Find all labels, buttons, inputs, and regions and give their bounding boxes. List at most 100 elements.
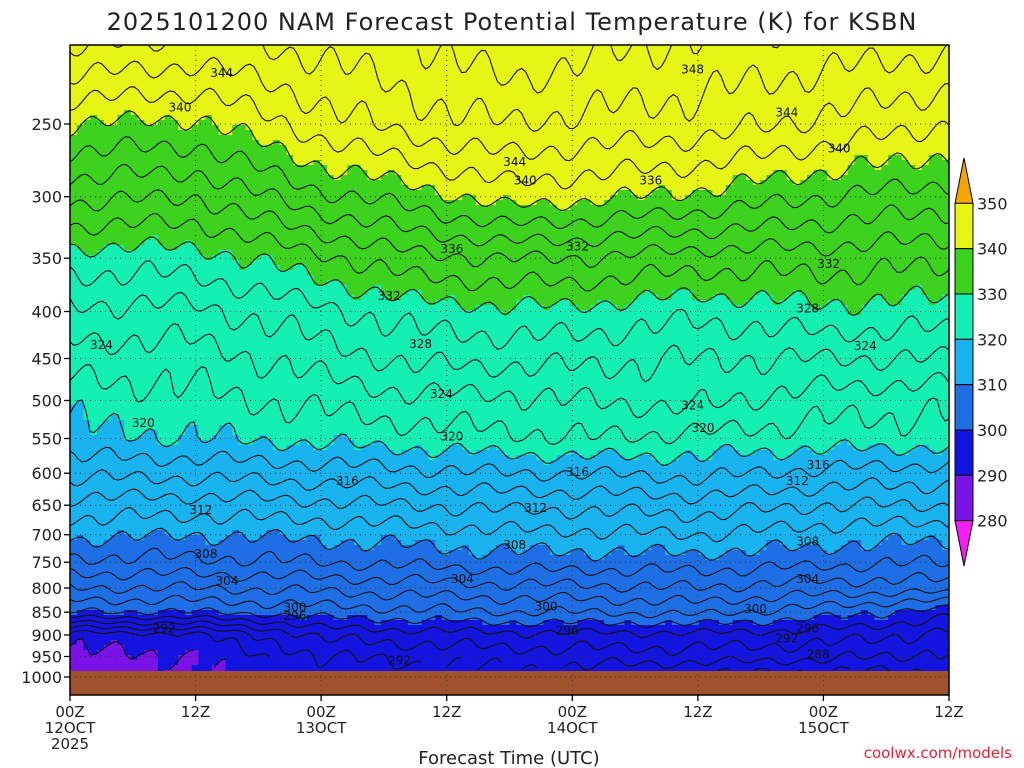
field-cell <box>590 185 598 191</box>
field-cell <box>746 190 754 196</box>
field-cell <box>279 180 287 186</box>
field-cell <box>867 145 876 151</box>
field-cell <box>779 185 788 191</box>
field-cell <box>867 205 876 211</box>
field-cell <box>326 55 335 61</box>
field-cell <box>435 120 443 126</box>
field-cell <box>448 140 457 146</box>
field-cell <box>313 70 321 76</box>
field-cell <box>313 115 321 121</box>
field-cell <box>705 100 713 106</box>
field-cell <box>834 55 842 61</box>
field-cell <box>320 135 328 141</box>
field-cell <box>894 205 903 211</box>
field-cell <box>151 230 159 236</box>
field-cell <box>712 65 720 71</box>
field-cell <box>942 65 949 71</box>
field-cell <box>651 70 659 76</box>
field-cell <box>306 85 315 91</box>
field-cell <box>387 230 396 236</box>
field-cell <box>191 65 200 71</box>
field-cell <box>637 50 646 56</box>
field-cell <box>171 70 179 76</box>
field-cell <box>725 70 734 76</box>
field-cell <box>293 145 301 151</box>
field-cell <box>840 85 849 91</box>
field-cell <box>306 220 315 226</box>
field-cell <box>320 115 328 121</box>
field-cell <box>266 220 274 226</box>
field-cell <box>570 145 578 151</box>
field-cell <box>252 85 260 91</box>
field-cell <box>455 215 463 221</box>
field-cell <box>631 230 639 236</box>
field-cell <box>468 110 477 116</box>
field-cell <box>90 105 98 111</box>
field-cell <box>164 125 173 131</box>
field-cell <box>211 215 220 221</box>
field-cell <box>320 75 328 81</box>
field-cell <box>942 45 949 51</box>
field-cell <box>218 75 227 81</box>
field-cell <box>604 190 612 196</box>
field-cell <box>387 55 396 61</box>
field-cell <box>313 90 321 96</box>
field-cell <box>266 200 274 206</box>
field-cell <box>184 220 193 226</box>
field-cell <box>299 150 308 156</box>
field-cell <box>908 65 916 71</box>
field-cell <box>523 165 531 171</box>
field-cell <box>773 210 781 216</box>
field-cell <box>624 140 632 146</box>
field-cell <box>502 65 511 71</box>
field-cell <box>211 110 220 116</box>
field-cell <box>807 175 815 181</box>
field-cell <box>103 165 112 171</box>
field-cell <box>685 125 693 131</box>
field-cell <box>928 180 937 186</box>
field-cell <box>76 55 85 61</box>
field-cell <box>678 165 686 171</box>
field-cell <box>563 230 571 236</box>
field-cell <box>455 155 463 161</box>
field-cell <box>374 50 382 56</box>
field-cell <box>198 180 206 186</box>
field-cell <box>489 195 497 201</box>
field-cell <box>712 160 720 166</box>
field-cell <box>624 95 632 101</box>
field-cell <box>367 225 375 231</box>
field-cell <box>205 175 213 181</box>
field-cell <box>144 60 152 66</box>
field-cell <box>252 110 260 116</box>
field-cell <box>847 95 855 101</box>
field-cell <box>157 70 166 76</box>
field-cell <box>266 210 274 216</box>
field-cell <box>110 205 118 211</box>
field-cell <box>279 125 287 131</box>
field-cell <box>448 85 457 91</box>
field-cell <box>888 45 896 51</box>
field-cell <box>137 150 145 156</box>
field-cell <box>523 155 531 161</box>
field-cell <box>83 105 91 111</box>
field-cell <box>435 65 443 71</box>
field-cell <box>266 85 274 91</box>
field-cell <box>712 205 720 211</box>
field-cell <box>218 145 227 151</box>
field-cell <box>245 135 254 141</box>
field-cell <box>117 165 125 171</box>
field-cell <box>239 150 247 156</box>
field-cell <box>468 215 477 221</box>
field-cell <box>272 210 281 216</box>
field-cell <box>827 180 835 186</box>
field-cell <box>130 185 139 191</box>
field-cell <box>313 235 321 241</box>
field-cell <box>70 110 78 116</box>
field-cell <box>793 190 801 196</box>
field-cell <box>76 95 85 101</box>
field-cell <box>110 180 118 186</box>
field-cell <box>665 100 673 106</box>
field-cell <box>658 215 666 221</box>
field-cell <box>313 195 321 201</box>
field-cell <box>340 135 348 141</box>
